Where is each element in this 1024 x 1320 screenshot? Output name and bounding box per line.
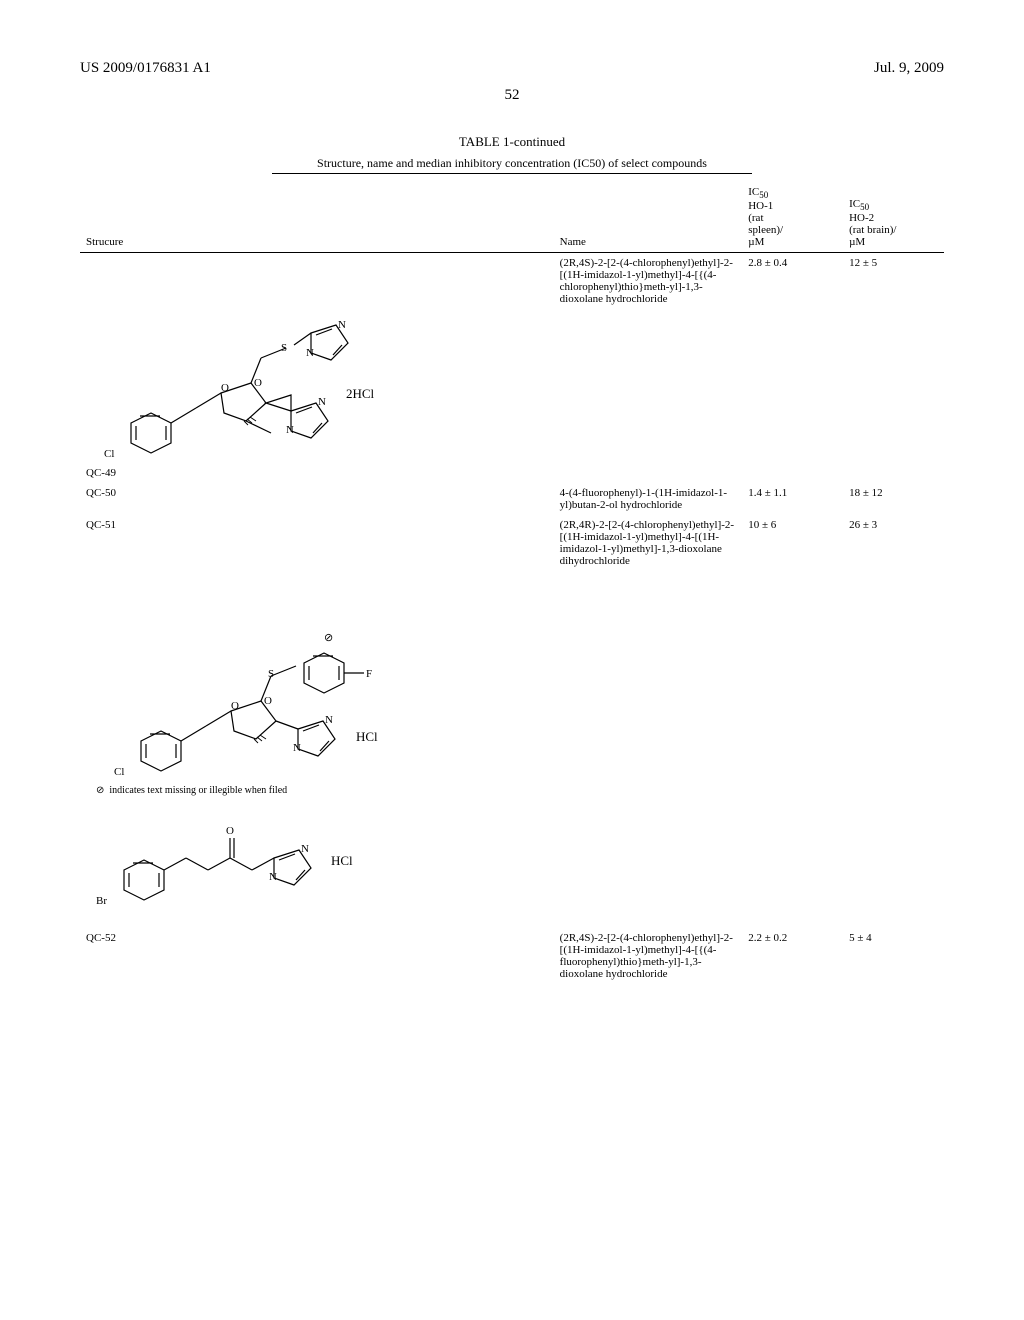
illegible-note: ⊘ indicates text missing or illegible wh… bbox=[96, 785, 548, 796]
rat-label: (rat bbox=[748, 212, 763, 224]
compounds-table: Strucure Name IC50 HO-1 (rat spleen)/ µM… bbox=[80, 182, 944, 984]
compound-name: (2R,4S)-2-[2-(4-chlorophenyl)ethyl]-2-[(… bbox=[554, 253, 743, 484]
svg-text:F: F bbox=[366, 668, 372, 680]
publication-date: Jul. 9, 2009 bbox=[874, 60, 944, 77]
svg-text:N: N bbox=[286, 424, 294, 436]
compound-name: (2R,4R)-2-[2-(4-chlorophenyl)ethyl]-2-[(… bbox=[554, 515, 743, 571]
ic-sub: 50 bbox=[759, 190, 768, 200]
ic50-ho2-value: 12 ± 5 bbox=[843, 253, 944, 484]
page-number: 52 bbox=[80, 87, 944, 104]
svg-text:N: N bbox=[306, 347, 314, 359]
chem-structure-2: Cl O O bbox=[86, 581, 416, 781]
illegible-text: indicates text missing or illegible when… bbox=[109, 785, 287, 796]
table-row: Br O bbox=[80, 800, 944, 928]
ic-sub: 50 bbox=[860, 202, 869, 212]
svg-text:⊘: ⊘ bbox=[324, 632, 333, 644]
ic-label: IC bbox=[849, 198, 860, 210]
table-row: QC-51 (2R,4R)-2-[2-(4-chlorophenyl)ethyl… bbox=[80, 515, 944, 571]
patent-number: US 2009/0176831 A1 bbox=[80, 60, 211, 77]
col-name: Name bbox=[554, 182, 743, 253]
table-title: TABLE 1-continued bbox=[80, 134, 944, 150]
col-ic50-ho2: IC50 HO-2 (rat brain)/ µM bbox=[843, 182, 944, 253]
svg-text:S: S bbox=[268, 668, 274, 680]
compound-id: QC-51 bbox=[80, 515, 554, 571]
chem-structure-3: Br O bbox=[86, 810, 386, 920]
ic50-ho1-value: 2.2 ± 0.2 bbox=[742, 928, 843, 984]
compound-name: (2R,4S)-2-[2-(4-chlorophenyl)ethyl]-2-[(… bbox=[554, 928, 743, 984]
svg-text:Cl: Cl bbox=[104, 448, 114, 460]
um-label: µM bbox=[748, 236, 764, 248]
svg-text:O: O bbox=[226, 825, 234, 837]
svg-text:N: N bbox=[325, 714, 333, 726]
svg-text:N: N bbox=[318, 396, 326, 408]
ic50-ho1-value: 2.8 ± 0.4 bbox=[742, 253, 843, 484]
svg-text:N: N bbox=[301, 843, 309, 855]
compound-id: QC-49 bbox=[86, 467, 548, 479]
table-row: QC-50 4-(4-fluorophenyl)-1-(1H-imidazol-… bbox=[80, 483, 944, 515]
table-subtitle: Structure, name and median inhibitory co… bbox=[272, 156, 752, 174]
svg-text:O: O bbox=[221, 382, 229, 394]
table-row: QC-52 (2R,4S)-2-[2-(4-chlorophenyl)ethyl… bbox=[80, 928, 944, 984]
ic50-ho2-value: 18 ± 12 bbox=[843, 483, 944, 515]
col-structure: Strucure bbox=[80, 182, 554, 253]
svg-text:O: O bbox=[264, 695, 272, 707]
col-ic50-ho1: IC50 HO-1 (rat spleen)/ µM bbox=[742, 182, 843, 253]
compound-id: QC-52 bbox=[80, 928, 554, 984]
page-header: US 2009/0176831 A1 Jul. 9, 2009 bbox=[80, 60, 944, 77]
ic50-ho1-value: 1.4 ± 1.1 bbox=[742, 483, 843, 515]
spleen-label: spleen)/ bbox=[748, 224, 783, 236]
svg-text:N: N bbox=[269, 871, 277, 883]
salt-label: HCl bbox=[356, 729, 378, 744]
chem-structure-qc49: Cl O O bbox=[86, 263, 406, 463]
svg-text:O: O bbox=[254, 377, 262, 389]
svg-text:N: N bbox=[293, 742, 301, 754]
svg-text:O: O bbox=[231, 700, 239, 712]
svg-text:S: S bbox=[281, 342, 287, 354]
compound-id: QC-50 bbox=[80, 483, 554, 515]
compound-name: 4-(4-fluorophenyl)-1-(1H-imidazol-1-yl)b… bbox=[554, 483, 743, 515]
svg-text:Cl: Cl bbox=[114, 766, 124, 778]
salt-label: 2HCl bbox=[346, 386, 375, 401]
illegible-icon: ⊘ bbox=[96, 785, 104, 796]
salt-label: HCl bbox=[331, 853, 353, 868]
ic50-ho1-value: 10 ± 6 bbox=[742, 515, 843, 571]
ic-label: IC bbox=[748, 186, 759, 198]
um-label: µM bbox=[849, 236, 865, 248]
svg-text:N: N bbox=[338, 319, 346, 331]
ic50-ho2-value: 5 ± 4 bbox=[843, 928, 944, 984]
ratbrain-label: (rat brain)/ bbox=[849, 224, 896, 236]
svg-text:Br: Br bbox=[96, 895, 107, 907]
ic50-ho2-value: 26 ± 3 bbox=[843, 515, 944, 571]
ho2-label: HO-2 bbox=[849, 212, 874, 224]
table-row: Cl O O bbox=[80, 253, 944, 484]
table-row: Cl O O bbox=[80, 571, 944, 800]
ho1-label: HO-1 bbox=[748, 200, 773, 212]
